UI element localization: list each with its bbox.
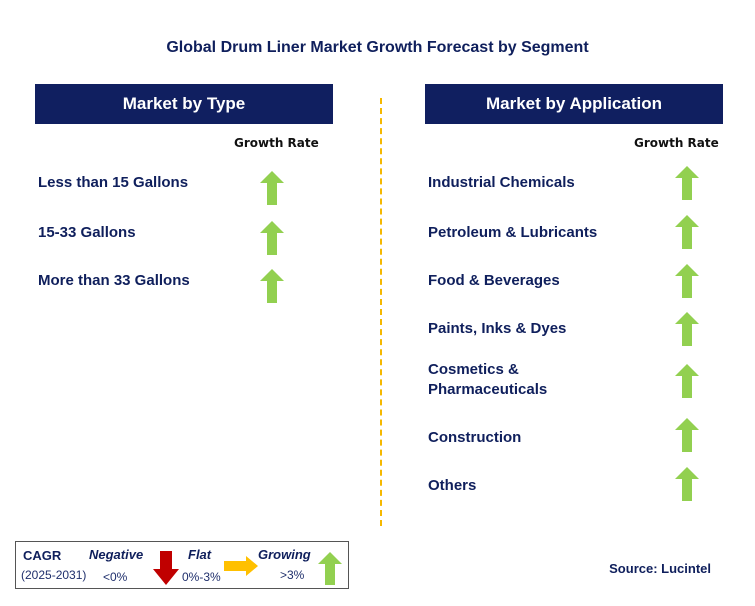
legend-cagr: CAGR: [23, 548, 62, 563]
page-title: Global Drum Liner Market Growth Forecast…: [166, 39, 589, 56]
segment-label: Others: [428, 477, 477, 494]
arrow-up-icon: [675, 166, 699, 200]
segment-label: Construction: [428, 429, 522, 446]
arrow-up-icon: [260, 221, 284, 255]
legend-growing: Growing: [258, 547, 311, 562]
arrow-right-icon: [224, 556, 258, 576]
legend-negative-range: <0%: [103, 570, 128, 584]
legend-negative: Negative: [89, 547, 144, 562]
segment-label: Paints, Inks & Dyes: [428, 320, 567, 337]
arrow-up-icon: [675, 215, 699, 249]
arrow-up-icon: [260, 171, 284, 205]
legend-flat-range: 0%-3%: [182, 570, 221, 584]
legend-growing-range: >3%: [280, 568, 305, 582]
arrow-up-icon: [675, 467, 699, 501]
segment-label: Less than 15 Gallons: [38, 174, 189, 191]
legend: CAGR (2025-2031) Negative <0% Flat 0%-3%…: [15, 541, 349, 589]
divider: [380, 98, 382, 526]
segment-label: Petroleum & Lubricants: [428, 224, 598, 241]
segment-label: Food & Beverages: [428, 272, 560, 289]
arrow-down-icon: [153, 551, 179, 585]
growth-rate-label: Growth Rate: [234, 136, 319, 150]
source: Source: Lucintel: [609, 561, 711, 576]
growth-rate-label: Growth Rate: [634, 136, 719, 150]
arrow-up-icon: [675, 364, 699, 398]
legend-flat: Flat: [188, 547, 212, 562]
legend-period: (2025-2031): [21, 568, 87, 582]
segment-label: Cosmetics & Pharmaceuticals: [428, 361, 548, 398]
segment-label: Industrial Chemicals: [428, 174, 575, 191]
type-header: Market by Type: [35, 84, 333, 124]
arrow-up-icon: [675, 418, 699, 452]
segment-label: 15-33 Gallons: [38, 224, 136, 241]
arrow-up-icon: [675, 264, 699, 298]
segment-label: More than 33 Gallons: [38, 272, 190, 289]
arrow-up-icon: [675, 312, 699, 346]
application-header: Market by Application: [425, 84, 723, 124]
arrow-up-icon: [260, 269, 284, 303]
arrow-up-icon: [318, 552, 342, 585]
